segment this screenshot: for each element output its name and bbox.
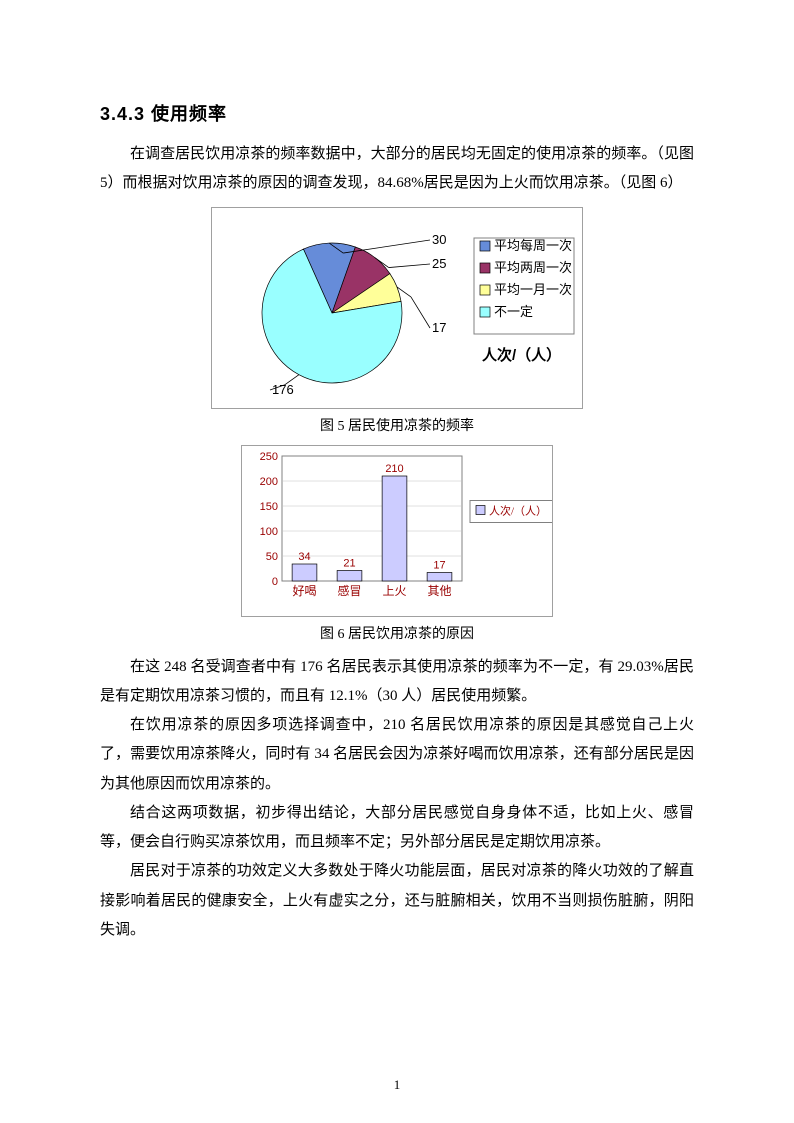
svg-text:17: 17 [433, 559, 445, 571]
section-heading: 3.4.3 使用频率 [100, 100, 694, 126]
paragraph-5: 居民对于凉茶的功效定义大多数处于降火功能层面，居民对凉茶的降火功效的了解直接影响… [100, 857, 694, 945]
svg-text:34: 34 [298, 551, 310, 563]
svg-text:21: 21 [343, 557, 355, 569]
svg-text:210: 210 [385, 463, 403, 475]
svg-text:0: 0 [272, 576, 278, 588]
svg-text:150: 150 [260, 501, 278, 513]
svg-text:平均两周一次: 平均两周一次 [494, 260, 572, 275]
caption-figure-5: 图 5 居民使用凉茶的频率 [100, 415, 694, 435]
svg-text:200: 200 [260, 476, 278, 488]
bar-chart-container: 0 50 100 150 200 250 34 好喝 21 感冒 210 上火 17 其他 人次/（人） [100, 445, 694, 617]
caption-figure-6: 图 6 居民饮用凉茶的原因 [100, 623, 694, 643]
bar-chart: 0 50 100 150 200 250 34 好喝 21 感冒 210 上火 17 其他 人次/（人） [242, 446, 552, 611]
svg-text:好喝: 好喝 [292, 584, 316, 598]
svg-text:上火: 上火 [382, 584, 406, 598]
paragraph-3: 在饮用凉茶的原因多项选择调查中，210 名居民饮用凉茶的原因是其感觉自己上火了，… [100, 711, 694, 799]
bar-chart-box: 0 50 100 150 200 250 34 好喝 21 感冒 210 上火 17 其他 人次/（人） [241, 445, 553, 617]
svg-text:其他: 其他 [427, 584, 451, 598]
svg-text:30: 30 [432, 232, 446, 247]
pie-chart-container: 30 25 17 176 平均每周一次平均两周一次平均一月一次不一定人次/（人） [100, 207, 694, 409]
pie-chart: 30 25 17 176 平均每周一次平均两周一次平均一月一次不一定人次/（人） [212, 208, 582, 403]
svg-text:250: 250 [260, 451, 278, 463]
svg-text:平均每周一次: 平均每周一次 [494, 238, 572, 253]
paragraph-2: 在这 248 名受调查者中有 176 名居民表示其使用凉茶的频率为不一定，有 2… [100, 653, 694, 712]
svg-text:平均一月一次: 平均一月一次 [494, 282, 572, 297]
svg-text:感冒: 感冒 [337, 583, 361, 598]
pie-chart-box: 30 25 17 176 平均每周一次平均两周一次平均一月一次不一定人次/（人） [211, 207, 583, 409]
svg-text:50: 50 [266, 551, 278, 563]
svg-text:176: 176 [272, 382, 294, 397]
svg-text:25: 25 [432, 256, 446, 271]
paragraph-4: 结合这两项数据，初步得出结论，大部分居民感觉自身身体不适，比如上火、感冒等，便会… [100, 799, 694, 858]
svg-text:人次/（人）: 人次/（人） [489, 503, 547, 517]
svg-text:100: 100 [260, 526, 278, 538]
page-number: 1 [0, 1077, 794, 1093]
svg-text:17: 17 [432, 320, 446, 335]
svg-text:人次/（人）: 人次/（人） [482, 346, 561, 364]
paragraph-1: 在调查居民饮用凉茶的频率数据中，大部分的居民均无固定的使用凉茶的频率。（见图 5… [100, 140, 694, 199]
svg-text:不一定: 不一定 [494, 304, 533, 319]
